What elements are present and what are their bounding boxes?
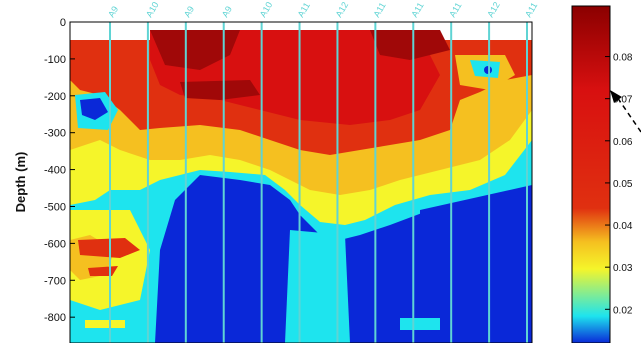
colorbar-tick-label: 0.02 bbox=[613, 305, 633, 316]
y-tick-label: -800 bbox=[44, 312, 66, 324]
colorbar-tick-label: 0.08 bbox=[613, 53, 633, 64]
y-tick-label: -300 bbox=[44, 128, 66, 140]
dashed-arrow-annotation bbox=[610, 90, 641, 133]
heatmap-field bbox=[70, 22, 532, 343]
station-label: A11 bbox=[409, 1, 425, 19]
arrow-head-icon bbox=[610, 90, 622, 103]
station-label: A11 bbox=[296, 1, 312, 19]
station-label: A11 bbox=[447, 1, 463, 19]
y-tick-label: -700 bbox=[44, 275, 66, 287]
colorbar bbox=[571, 5, 611, 343]
y-tick-label: -400 bbox=[44, 165, 66, 177]
y-axis-title: Depth (m) bbox=[13, 152, 28, 213]
plot-frame bbox=[69, 21, 533, 343]
station-label: A12 bbox=[334, 0, 351, 19]
station-label: A10 bbox=[258, 0, 275, 19]
station-label: A10 bbox=[144, 0, 161, 19]
y-axis: 0 -100 -200 -300 -400 -500 -600 -700 -800 bbox=[44, 17, 75, 324]
station-labels: A9 A10 A9 A9 A10 A11 A12 A11 A11 A11 A12 A11 bbox=[106, 0, 539, 19]
station-label: A9 bbox=[106, 4, 120, 19]
y-tick-label: -200 bbox=[44, 91, 66, 103]
colorbar-tick-label: 0.03 bbox=[613, 263, 633, 274]
y-tick-label: -600 bbox=[44, 238, 66, 250]
station-lines bbox=[109, 22, 528, 343]
colorbar-ticks: 0.02 0.03 0.04 0.05 0.06 0.07 0.08 bbox=[605, 53, 633, 316]
colorbar-tick-label: 0.07 bbox=[613, 95, 633, 106]
colorbar-tick-label: 0.06 bbox=[613, 137, 633, 148]
station-label: A12 bbox=[485, 0, 502, 19]
station-label: A11 bbox=[523, 1, 539, 19]
colorbar-tick-label: 0.05 bbox=[613, 179, 633, 190]
station-label: A9 bbox=[220, 4, 234, 19]
y-tick-label: -100 bbox=[44, 54, 66, 66]
y-tick-label: -500 bbox=[44, 201, 66, 213]
colorbar-tick-label: 0.04 bbox=[613, 221, 633, 232]
station-label: A9 bbox=[182, 4, 196, 19]
station-label: A11 bbox=[371, 1, 387, 19]
y-tick-label: 0 bbox=[60, 17, 66, 29]
